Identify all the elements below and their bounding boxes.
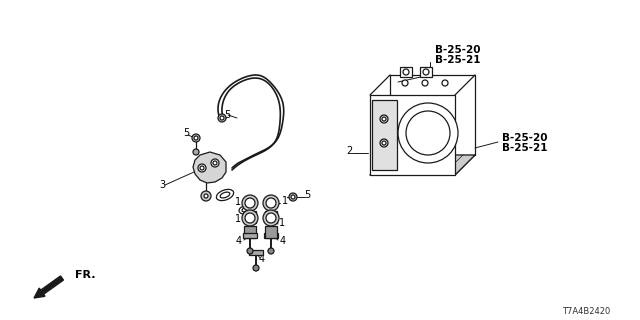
Circle shape	[193, 149, 199, 155]
Circle shape	[201, 191, 211, 201]
Bar	[244, 211, 256, 223]
Bar	[370, 95, 455, 175]
Circle shape	[247, 248, 253, 254]
Circle shape	[422, 80, 428, 86]
Text: 4: 4	[236, 236, 242, 246]
Bar	[372, 100, 397, 170]
Text: B-25-20: B-25-20	[502, 133, 547, 143]
Circle shape	[200, 166, 204, 170]
Circle shape	[192, 134, 200, 142]
Bar	[264, 233, 278, 238]
Circle shape	[268, 248, 274, 254]
Circle shape	[245, 213, 255, 223]
Text: 1: 1	[235, 214, 241, 224]
Bar	[400, 67, 412, 77]
FancyArrow shape	[34, 276, 63, 298]
Circle shape	[403, 69, 409, 75]
Ellipse shape	[220, 192, 230, 198]
Circle shape	[380, 139, 388, 147]
Circle shape	[211, 159, 219, 167]
Text: 4: 4	[280, 236, 286, 246]
Circle shape	[423, 69, 429, 75]
Circle shape	[402, 80, 408, 86]
Polygon shape	[193, 152, 226, 183]
Circle shape	[263, 210, 279, 226]
Circle shape	[263, 195, 279, 211]
Circle shape	[220, 116, 224, 120]
Text: B-25-21: B-25-21	[502, 143, 547, 153]
Circle shape	[204, 194, 208, 198]
Bar	[420, 67, 432, 77]
Text: 1: 1	[235, 197, 241, 207]
Circle shape	[291, 195, 295, 199]
Circle shape	[289, 193, 297, 201]
Circle shape	[218, 114, 226, 122]
Text: 5: 5	[224, 110, 230, 120]
Circle shape	[194, 136, 198, 140]
Ellipse shape	[216, 189, 234, 201]
Circle shape	[266, 213, 276, 223]
Circle shape	[398, 103, 458, 163]
Circle shape	[242, 195, 258, 211]
Bar	[249, 250, 263, 255]
Circle shape	[253, 265, 259, 271]
Text: FR.: FR.	[75, 270, 95, 280]
Text: 2: 2	[346, 146, 352, 156]
Text: T7A4B2420: T7A4B2420	[562, 308, 610, 316]
Bar	[243, 233, 257, 238]
Bar	[244, 226, 256, 238]
Circle shape	[245, 198, 255, 208]
Circle shape	[198, 164, 206, 172]
Text: 5: 5	[183, 128, 189, 138]
Polygon shape	[370, 155, 475, 175]
Circle shape	[406, 111, 450, 155]
Circle shape	[266, 198, 276, 208]
Bar	[265, 226, 277, 238]
Circle shape	[380, 115, 388, 123]
Text: 1: 1	[282, 196, 288, 206]
Ellipse shape	[242, 208, 248, 212]
Circle shape	[213, 161, 217, 165]
Text: 4: 4	[259, 254, 265, 264]
Text: 1: 1	[279, 218, 285, 228]
Bar	[265, 211, 277, 223]
Circle shape	[442, 80, 448, 86]
Circle shape	[382, 117, 386, 121]
Ellipse shape	[239, 206, 251, 214]
Text: 3: 3	[159, 180, 165, 190]
Circle shape	[382, 141, 386, 145]
Text: 5: 5	[304, 190, 310, 200]
Text: B-25-21: B-25-21	[435, 55, 481, 65]
Text: B-25-20: B-25-20	[435, 45, 481, 55]
Circle shape	[242, 210, 258, 226]
